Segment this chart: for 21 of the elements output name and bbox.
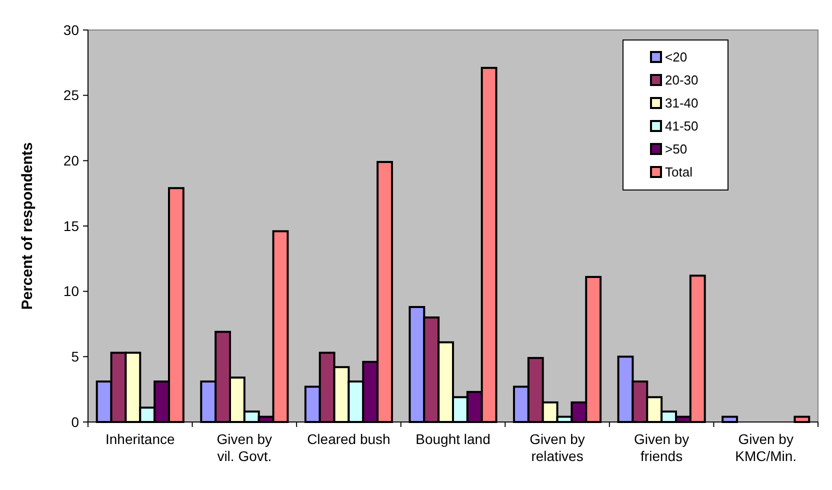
y-tick-label: 25 (63, 87, 80, 104)
y-axis-title: Percent of respondents (19, 142, 36, 310)
legend-label: <20 (665, 50, 688, 65)
x-tick-label: Given by vil. Govt. (216, 431, 272, 464)
y-tick-label: 20 (63, 152, 80, 169)
y-tick-label: 0 (71, 414, 80, 430)
x-tick-label: Cleared bush (307, 431, 390, 447)
x-tick-label: Given by KMC/Min. (735, 431, 797, 464)
legend-label: 41-50 (665, 118, 698, 134)
y-tick-label: 10 (63, 283, 80, 300)
y-tick-label: 5 (71, 348, 80, 365)
y-tick-label: 15 (63, 218, 80, 234)
legend-label: 20-30 (665, 72, 698, 88)
legend-label: Total (665, 164, 693, 180)
x-tick-label: Bought land (416, 431, 490, 447)
x-tick-label: Given by friends (634, 431, 690, 464)
x-tick-label: Inheritance (106, 431, 175, 447)
y-tick-label: 30 (63, 22, 80, 38)
legend-label: 31-40 (665, 96, 698, 111)
x-tick-label: Given by relatives (530, 431, 585, 464)
legend-label: >50 (665, 142, 688, 157)
